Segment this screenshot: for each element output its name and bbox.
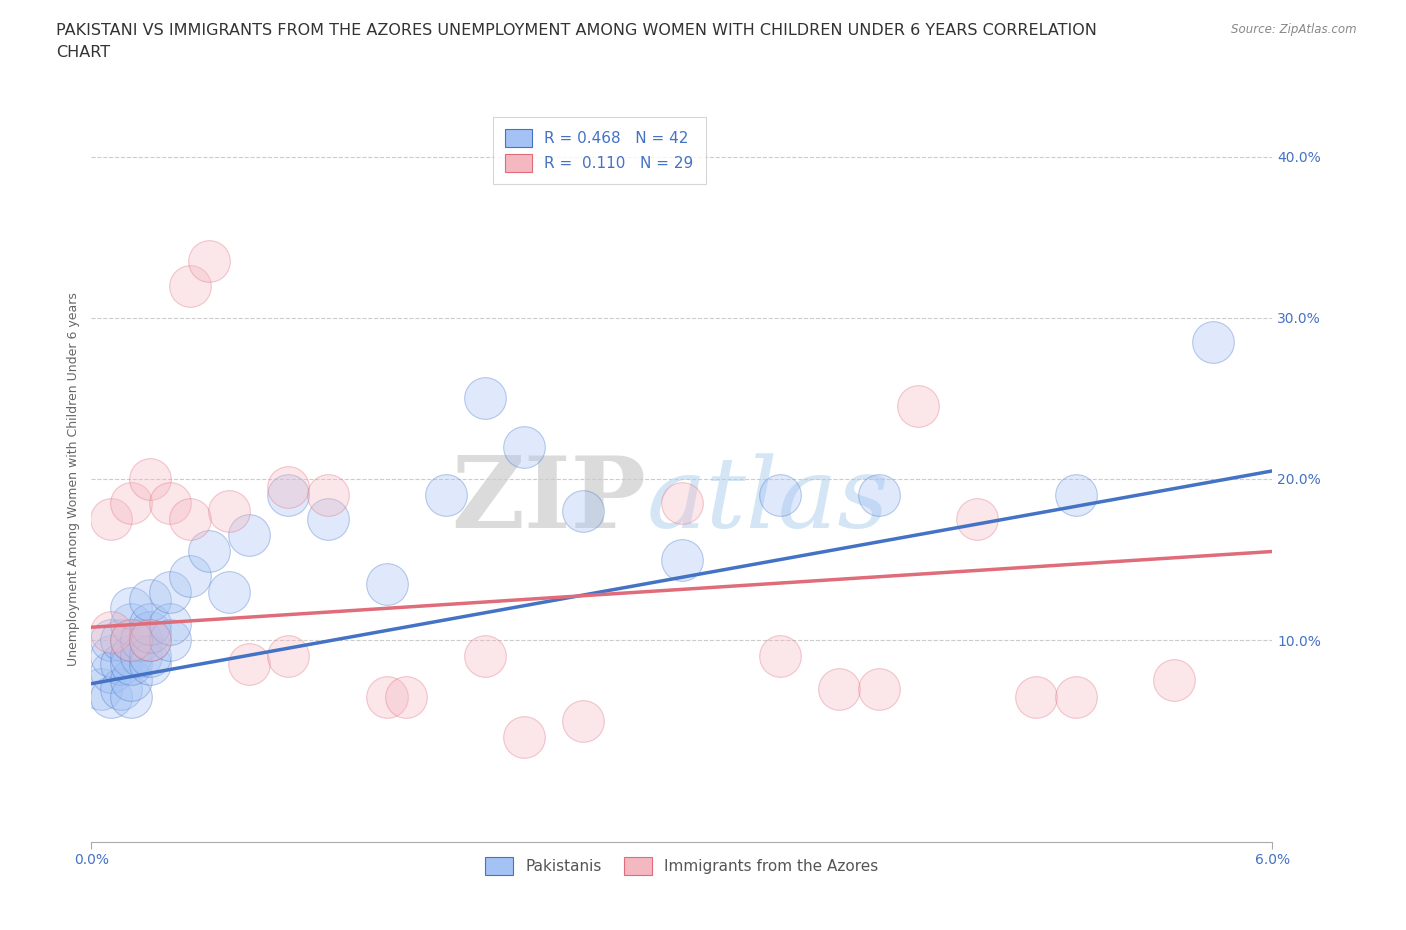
Point (671, 552, 693, 567)
Point (159, 496, 181, 511)
Point (100, 665, 122, 680)
Point (159, 617, 181, 631)
Point (139, 472, 162, 486)
Point (139, 625, 162, 640)
Point (1025, 689, 1047, 704)
Point (671, 496, 693, 511)
Point (120, 632, 142, 647)
Point (90, 681, 112, 696)
Text: atlas: atlas (647, 453, 889, 549)
Point (100, 632, 122, 647)
Point (139, 649, 162, 664)
Point (966, 512, 988, 526)
Point (100, 512, 122, 526)
Point (198, 254, 221, 269)
Point (474, 391, 496, 405)
Point (179, 512, 201, 526)
Point (100, 625, 122, 640)
Point (572, 713, 595, 728)
Y-axis label: Unemployment Among Women with Children Under 6 years: Unemployment Among Women with Children U… (67, 292, 80, 666)
Text: Source: ZipAtlas.com: Source: ZipAtlas.com (1232, 23, 1357, 36)
Point (375, 689, 398, 704)
Point (110, 681, 132, 696)
Point (120, 689, 142, 704)
Point (218, 584, 240, 599)
Point (139, 592, 162, 607)
Point (1064, 487, 1087, 502)
Point (129, 632, 152, 647)
Point (769, 649, 792, 664)
Point (179, 278, 201, 293)
Point (316, 512, 339, 526)
Point (198, 544, 221, 559)
Point (100, 689, 122, 704)
Point (139, 617, 162, 631)
Text: ZIP: ZIP (451, 452, 647, 550)
Point (277, 649, 299, 664)
Point (907, 399, 929, 414)
Point (120, 601, 142, 616)
Point (238, 528, 260, 543)
Point (159, 632, 181, 647)
Point (513, 729, 536, 744)
Point (120, 673, 142, 688)
Point (218, 504, 240, 519)
Point (316, 487, 339, 502)
Text: CHART: CHART (56, 45, 110, 60)
Point (474, 649, 496, 664)
Point (434, 487, 457, 502)
Point (277, 480, 299, 495)
Point (120, 617, 142, 631)
Point (139, 657, 162, 671)
Point (120, 496, 142, 511)
Point (139, 632, 162, 647)
Point (828, 681, 851, 696)
Point (238, 657, 260, 671)
Point (120, 657, 142, 671)
Point (375, 577, 398, 591)
Point (868, 487, 890, 502)
Point (129, 649, 152, 664)
Legend: Pakistanis, Immigrants from the Azores: Pakistanis, Immigrants from the Azores (479, 851, 884, 881)
Point (179, 568, 201, 583)
Text: PAKISTANI VS IMMIGRANTS FROM THE AZORES UNEMPLOYMENT AMONG WOMEN WITH CHILDREN U: PAKISTANI VS IMMIGRANTS FROM THE AZORES … (56, 23, 1097, 38)
Point (120, 649, 142, 664)
Point (769, 487, 792, 502)
Point (139, 632, 162, 647)
Point (1064, 689, 1087, 704)
Point (120, 632, 142, 647)
Point (110, 657, 132, 671)
Point (868, 681, 890, 696)
Point (1163, 673, 1185, 688)
Point (395, 689, 418, 704)
Point (159, 584, 181, 599)
Point (572, 504, 595, 519)
Point (100, 649, 122, 664)
Point (277, 487, 299, 502)
Point (1202, 335, 1225, 350)
Point (513, 439, 536, 454)
Point (110, 632, 132, 647)
